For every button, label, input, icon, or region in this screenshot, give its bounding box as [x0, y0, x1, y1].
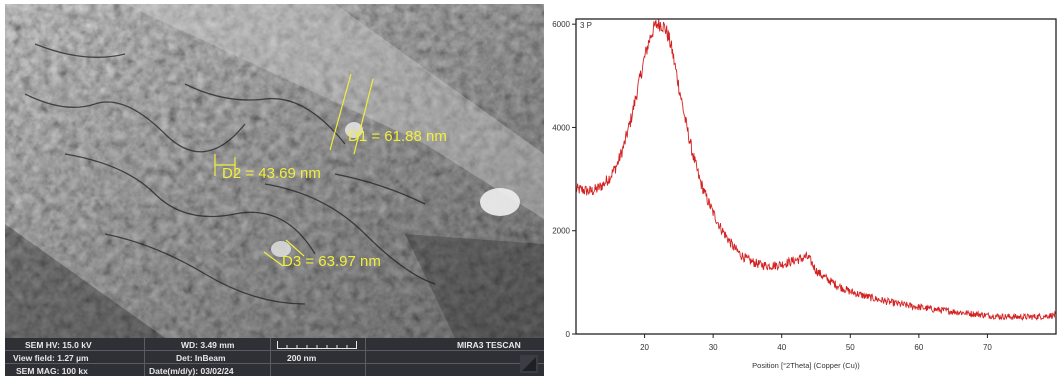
measurement-d3: D3 = 63.97 nm	[263, 239, 381, 270]
y-tick-label: 2000	[552, 227, 570, 236]
scale-bar-ticks	[286, 345, 348, 349]
measurement-d3-label: D3 = 63.97 nm	[282, 253, 381, 270]
measurement-d1-label: D1 = 61.88 nm	[348, 128, 447, 145]
panel-label: 3 P	[580, 21, 592, 30]
x-tick-label: 30	[709, 343, 718, 352]
tescan-logo-icon	[520, 355, 538, 373]
y-tick-label: 4000	[552, 123, 570, 132]
sem-detector: Det: InBeam	[176, 353, 226, 363]
measurement-d1: D1 = 61.88 nm	[329, 73, 447, 155]
y-tick-label: 0	[566, 330, 571, 339]
xrd-series-line	[575, 18, 1057, 321]
x-tick-label: 20	[640, 343, 649, 352]
sem-date: Date(m/d/y): 03/02/24	[149, 366, 234, 376]
scale-bar-label: 200 nm	[287, 353, 317, 363]
sem-view-field: View field: 1.27 µm	[13, 353, 89, 363]
x-tick-label: 60	[914, 343, 923, 352]
xrd-chart: 0 2000 4000 6000 20 30 40 50 60 70 3 P Position …	[548, 4, 1058, 376]
sem-wd: WD: 3.49 mm	[181, 340, 235, 350]
instrument-name: MIRA3 TESCAN	[457, 340, 521, 350]
sem-image: D1 = 61.88 nm D2 = 43.69 nm D3 = 63.97 n…	[5, 4, 544, 338]
xrd-chart-svg: 0 2000 4000 6000 20 30 40 50 60 70 3 P Position …	[552, 18, 1057, 370]
sem-info-bar: SEM HV: 15.0 kV View field: 1.27 µm SEM …	[5, 338, 544, 376]
sem-micrograph: D1 = 61.88 nm D2 = 43.69 nm D3 = 63.97 n…	[5, 4, 544, 376]
measurement-d2: D2 = 43.69 nm	[214, 154, 321, 182]
x-axis-label: Position [°2Theta] (Copper (Cu))	[752, 361, 860, 370]
x-tick-label: 40	[777, 343, 786, 352]
sem-hv: SEM HV: 15.0 kV	[25, 340, 92, 350]
measurement-d2-label: D2 = 43.69 nm	[222, 165, 321, 182]
sem-mag: SEM MAG: 100 kx	[16, 366, 88, 376]
y-tick-label: 6000	[552, 20, 570, 29]
x-tick-label: 70	[983, 343, 992, 352]
x-tick-label: 50	[846, 343, 855, 352]
plot-frame	[575, 18, 1057, 335]
